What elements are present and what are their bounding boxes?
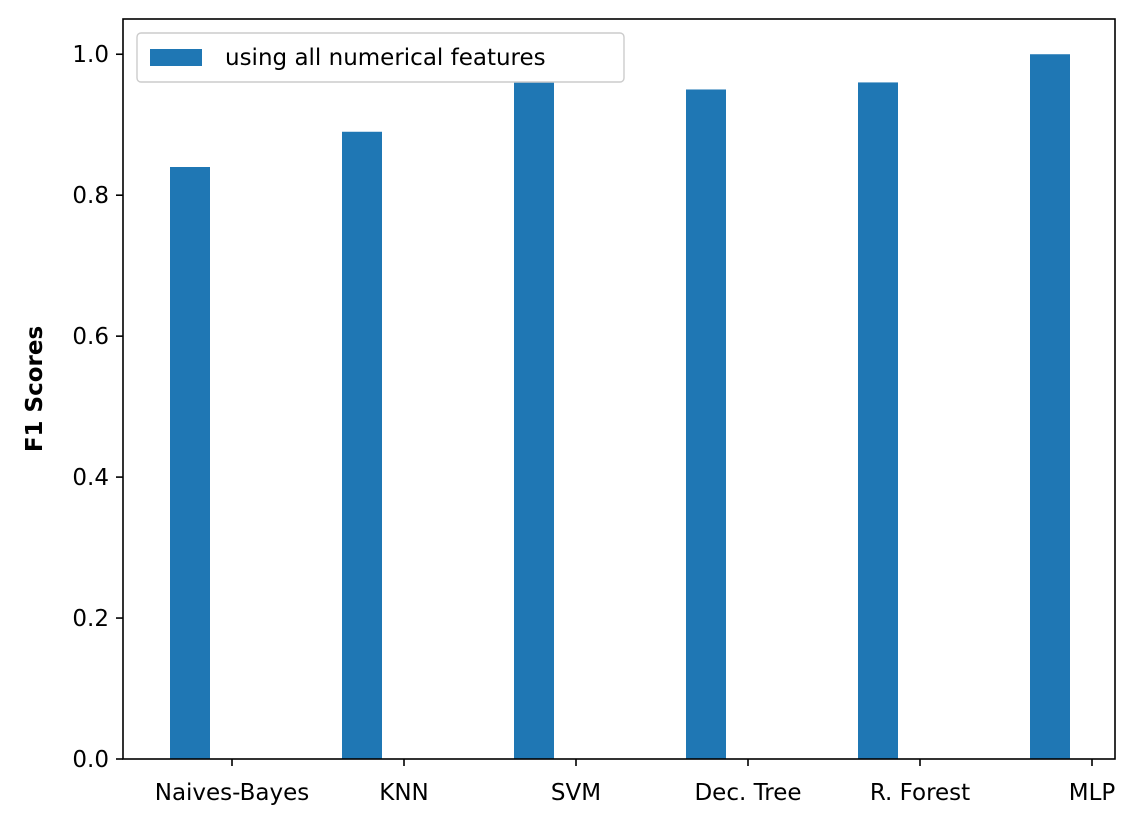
legend: using all numerical features [136, 32, 625, 83]
y-tick-label: 0.8 [72, 183, 109, 209]
x-tick-label: MLP [1069, 780, 1116, 806]
bar-mlp [1030, 54, 1070, 759]
bar-r-forest [858, 82, 898, 759]
x-tick-label: R. Forest [870, 780, 970, 806]
legend-label: using all numerical features [225, 45, 546, 71]
y-axis-title: F1 Scores [22, 326, 48, 452]
bar-svm [514, 82, 554, 759]
x-tick-label: Dec. Tree [694, 780, 801, 806]
y-tick-label: 0.0 [72, 747, 109, 773]
bars-group [170, 54, 1070, 759]
x-axis-ticks: Naives-Bayes KNN SVM Dec. Tree R. Forest MLP [155, 759, 1116, 806]
legend-box [136, 32, 625, 83]
y-axis-ticks: 0.0 0.2 0.4 0.6 0.8 1.0 [72, 42, 123, 773]
y-tick-label: 0.4 [72, 465, 109, 491]
x-tick-label: KNN [379, 780, 429, 806]
legend-swatch [150, 49, 202, 66]
x-tick-label: Naives-Bayes [155, 780, 310, 806]
y-tick-label: 0.2 [72, 606, 109, 632]
bar-dec-tree [686, 89, 726, 759]
x-tick-label: SVM [551, 780, 601, 806]
y-tick-label: 1.0 [72, 42, 109, 68]
bar-knn [342, 131, 382, 759]
plot-frame [122, 18, 1116, 760]
y-tick-label: 0.6 [72, 324, 109, 350]
bar-naives-bayes [170, 167, 210, 759]
